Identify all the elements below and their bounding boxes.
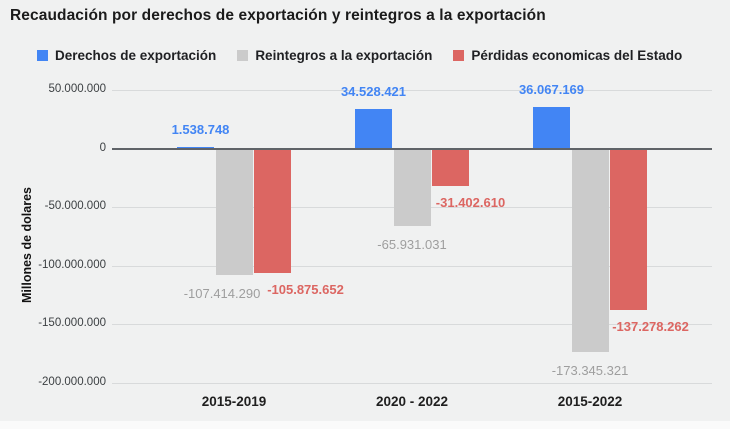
y-tick-label: -50.000.000 bbox=[44, 200, 106, 213]
legend-label: Derechos de exportación bbox=[55, 48, 217, 63]
chart-title: Recaudación por derechos de exportación … bbox=[10, 7, 546, 24]
gridline bbox=[112, 324, 712, 326]
bar-value-label: 1.538.748 bbox=[171, 121, 230, 137]
legend-swatch-icon bbox=[237, 50, 249, 61]
bar-value-label: -31.402.610 bbox=[435, 194, 506, 210]
bar-reintegros-2015-2019 bbox=[215, 148, 253, 275]
bar-value-label: -173.345.321 bbox=[551, 362, 629, 378]
bar-perdidas-2015-2022 bbox=[610, 148, 647, 310]
legend-label: Reintegros a la exportación bbox=[255, 48, 433, 63]
y-tick-label: 50.000.000 bbox=[48, 83, 106, 95]
y-tick-label: -100.000.000 bbox=[38, 258, 106, 271]
y-tick-label: 0 bbox=[99, 141, 106, 154]
bar-value-label: 36.067.169 bbox=[518, 81, 585, 97]
bar-derechos-2015-2022 bbox=[533, 106, 570, 149]
gridline bbox=[112, 90, 712, 91]
zero-axis-line bbox=[112, 147, 712, 150]
bar-derechos-2020 - 2022 bbox=[355, 108, 392, 149]
legend-item-2: Pérdidas economicas del Estado bbox=[453, 48, 682, 63]
category-label-2015-2019: 2015-2019 bbox=[201, 394, 267, 409]
y-tick-label: -200.000.000 bbox=[38, 376, 106, 388]
bar-value-label: -105.875.652 bbox=[267, 281, 344, 297]
bar-value-label: -137.278.262 bbox=[612, 318, 689, 334]
bar-value-label: -107.414.290 bbox=[183, 285, 261, 301]
bar-reintegros-2020 - 2022 bbox=[393, 148, 431, 226]
bar-value-label: 34.528.421 bbox=[340, 83, 407, 99]
category-label-2015-2022: 2015-2022 bbox=[557, 394, 623, 409]
legend-label: Pérdidas economicas del Estado bbox=[471, 48, 683, 63]
y-axis-title: Millones de dolares bbox=[20, 187, 34, 304]
bar-reintegros-2015-2022 bbox=[571, 148, 609, 352]
y-tick-label: -150.000.000 bbox=[38, 317, 106, 330]
legend-swatch-icon bbox=[453, 50, 465, 61]
legend-swatch-icon bbox=[37, 50, 48, 61]
bar-perdidas-2015-2019 bbox=[254, 148, 291, 273]
gridline bbox=[112, 383, 712, 384]
category-label-2020-2022: 2020 - 2022 bbox=[375, 394, 449, 409]
bar-perdidas-2020 - 2022 bbox=[432, 148, 469, 186]
bottom-strip bbox=[0, 421, 730, 429]
gridline bbox=[112, 265, 712, 267]
legend-item-1: Reintegros a la exportación bbox=[237, 48, 432, 63]
legend: Derechos de exportación Reintegros a la e… bbox=[37, 48, 682, 63]
legend-item-0: Derechos de exportación bbox=[37, 48, 216, 63]
bar-value-label: -65.931.031 bbox=[377, 236, 447, 252]
